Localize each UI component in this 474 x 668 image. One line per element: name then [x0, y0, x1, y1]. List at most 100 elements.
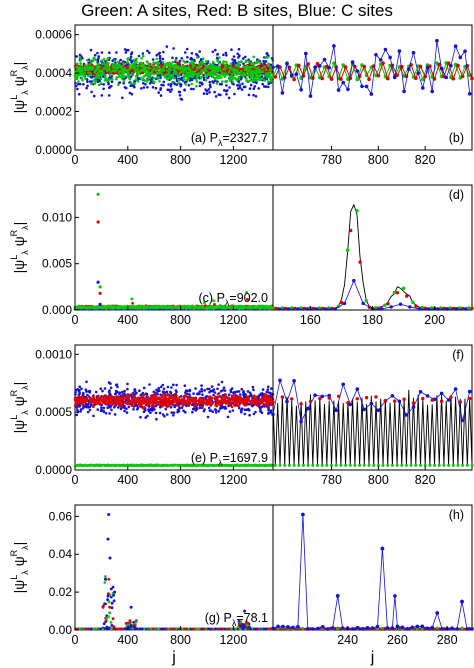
data-point: [185, 78, 188, 82]
data-point: [105, 59, 109, 62]
data-point: [118, 81, 122, 84]
data-point: [249, 83, 253, 87]
data-point: [88, 408, 92, 412]
data-point: [255, 78, 259, 82]
data-point: [214, 67, 217, 70]
data-point: [155, 305, 159, 309]
data-point: [158, 54, 162, 58]
data-point: [227, 96, 231, 100]
data-point: [239, 60, 243, 64]
data-point: [232, 71, 236, 75]
data-point: [133, 60, 136, 64]
data-point: [215, 82, 219, 85]
data-point: [274, 306, 278, 311]
data-point: [249, 65, 252, 69]
data-point: [238, 82, 241, 86]
data-point: [104, 67, 107, 70]
data-point: [76, 62, 79, 65]
data-point: [139, 61, 142, 65]
data-point: [190, 71, 193, 74]
data-point: [103, 79, 107, 82]
data-point: [260, 305, 263, 308]
data-point: [207, 307, 211, 310]
data-point: [130, 62, 134, 66]
data-point: [130, 92, 134, 96]
data-point: [108, 412, 111, 415]
data-point: [251, 385, 255, 389]
data-point: [231, 409, 235, 412]
data-point: [190, 61, 194, 65]
data-point: [444, 75, 449, 80]
data-point: [232, 83, 235, 86]
data-point: [227, 66, 230, 69]
data-point: [146, 71, 150, 74]
data-point: [200, 387, 203, 391]
data-point: [213, 408, 217, 411]
x-tick-label: 1200: [219, 153, 247, 167]
data-point: [232, 65, 235, 68]
data-point: [148, 383, 151, 386]
y-tick-label: 0.000: [42, 303, 72, 317]
data-point: [265, 76, 269, 79]
data-point: [129, 55, 133, 59]
data-point: [158, 411, 162, 415]
data-point: [243, 70, 247, 73]
data-point: [90, 66, 94, 70]
data-point: [129, 75, 133, 78]
data-point: [302, 306, 306, 311]
data-point: [78, 53, 82, 57]
data-point: [423, 306, 428, 310]
data-point: [107, 66, 110, 70]
data-point: [87, 71, 90, 75]
data-point: [218, 56, 221, 59]
data-point: [184, 83, 187, 86]
data-point: [107, 82, 110, 86]
data-point: [364, 84, 369, 89]
data-point: [376, 73, 381, 78]
data-point: [126, 65, 129, 68]
data-point: [241, 57, 245, 60]
data-point: [209, 409, 213, 412]
data-point: [226, 73, 229, 76]
data-point: [360, 84, 364, 89]
data-point: [200, 390, 204, 393]
data-point: [388, 55, 392, 60]
data-point: [93, 71, 97, 74]
data-point: [439, 66, 444, 71]
data-point: [209, 65, 212, 69]
data-point: [203, 72, 207, 76]
data-point: [183, 384, 187, 388]
data-point: [222, 89, 226, 92]
data-point: [84, 77, 87, 80]
data-point: [339, 300, 344, 305]
data-point: [180, 98, 184, 101]
data-point: [156, 63, 160, 66]
data-point: [98, 285, 102, 289]
data-point: [165, 64, 169, 67]
data-point: [232, 55, 236, 58]
data-point: [267, 82, 271, 85]
x-tick-label: 0: [72, 313, 79, 327]
data-point: [88, 67, 91, 71]
data-point: [126, 61, 129, 64]
data-point: [192, 306, 196, 310]
data-point: [430, 89, 435, 94]
y-label-part: λ: [20, 65, 30, 70]
data-point: [190, 56, 193, 60]
data-point: [135, 57, 138, 61]
data-point: [155, 68, 158, 72]
data-point: [239, 409, 243, 412]
data-point: [161, 383, 165, 387]
data-point: [172, 47, 175, 50]
data-point: [225, 93, 228, 96]
data-point: [109, 70, 112, 73]
data-point: [162, 306, 166, 310]
data-point: [120, 77, 124, 80]
data-point: [88, 65, 91, 69]
data-point: [169, 90, 172, 93]
data-point: [330, 306, 334, 311]
data-point: [151, 58, 155, 61]
data-point: [216, 76, 219, 79]
data-point: [128, 91, 132, 95]
y-tick-label: 0.0004: [35, 66, 72, 80]
